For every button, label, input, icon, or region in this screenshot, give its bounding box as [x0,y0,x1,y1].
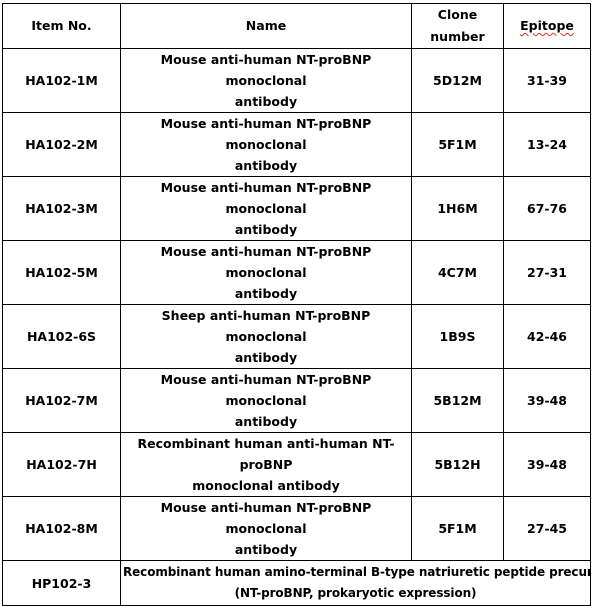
clone-number-cell: 1B9S [411,304,504,369]
name-line-1: Mouse anti-human NT-proBNP monoclonal [160,180,372,216]
name-line-2: antibody [234,222,298,237]
clone-number-cell: 4C7M [411,240,504,305]
item-no-cell: HA102-5M [2,240,121,305]
table-row: HA102-5M Mouse anti-human NT-proBNP mono… [2,240,591,305]
clone-number-cell: 5B12H [411,432,504,497]
table-row: HA102-7M Mouse anti-human NT-proBNP mono… [2,368,591,433]
name-cell: Mouse anti-human NT-proBNP monoclonal an… [120,240,412,305]
name-cell-spanning: Recombinant human amino-terminal B-type … [120,560,591,606]
name-line-1: Mouse anti-human NT-proBNP monoclonal [160,52,372,88]
table-row: HP102-3 Recombinant human amino-terminal… [2,560,591,606]
epitope-cell: 39-48 [503,432,591,497]
name-line-2: antibody [234,542,298,557]
name-line-1: Mouse anti-human NT-proBNP monoclonal [160,116,372,152]
clone-number-cell: 5F1M [411,496,504,561]
item-no-cell: HA102-6S [2,304,121,369]
table-row: HA102-8M Mouse anti-human NT-proBNP mono… [2,496,591,561]
clone-number-cell: 5B12M [411,368,504,433]
header-clone-number: Clone number [411,3,504,49]
item-no-cell: HA102-8M [2,496,121,561]
item-no-cell: HA102-7M [2,368,121,433]
name-line-2: antibody [234,350,298,365]
name-cell: Mouse anti-human NT-proBNP monoclonal an… [120,112,412,177]
name-line-2: antibody [234,158,298,173]
name-line-2: antibody [234,414,298,429]
name-line-2: antibody [234,286,298,301]
clone-number-cell: 1H6M [411,176,504,241]
name-line-1: Mouse anti-human NT-proBNP monoclonal [160,500,372,536]
name-cell: Mouse anti-human NT-proBNP monoclonal an… [120,368,412,433]
name-line-2: antibody [234,94,298,109]
table-row: HA102-7H Recombinant human anti-human NT… [2,432,591,497]
item-no-cell: HP102-3 [2,560,121,606]
name-cell: Recombinant human anti-human NT-proBNP m… [120,432,412,497]
name-cell: Mouse anti-human NT-proBNP monoclonal an… [120,496,412,561]
epitope-cell: 39-48 [503,368,591,433]
item-no-cell: HA102-7H [2,432,121,497]
header-epitope-label: Epitope [520,18,574,33]
epitope-cell: 13-24 [503,112,591,177]
epitope-cell: 27-31 [503,240,591,305]
clone-number-cell: 5D12M [411,48,504,113]
item-no-cell: HA102-1M [2,48,121,113]
table-row: HA102-2M Mouse anti-human NT-proBNP mono… [2,112,591,177]
epitope-cell: 31-39 [503,48,591,113]
name-line-1: Mouse anti-human NT-proBNP monoclonal [160,244,372,280]
table-row: HA102-1M Mouse anti-human NT-proBNP mono… [2,48,591,113]
product-table: Item No. Name Clone number Epitope HA102… [2,3,591,606]
name-cell: Sheep anti-human NT-proBNP monoclonal an… [120,304,412,369]
name-cell: Mouse anti-human NT-proBNP monoclonal an… [120,176,412,241]
name-line-1: Recombinant human amino-terminal B-type … [123,565,591,579]
name-line-1: Sheep anti-human NT-proBNP monoclonal [161,308,371,344]
name-line-1: Recombinant human anti-human NT-proBNP [137,436,395,472]
header-epitope: Epitope [503,3,591,49]
header-name: Name [120,3,412,49]
epitope-cell: 42-46 [503,304,591,369]
name-cell: Mouse anti-human NT-proBNP monoclonal an… [120,48,412,113]
name-line-1: Mouse anti-human NT-proBNP monoclonal [160,372,372,408]
table-row: HA102-6S Sheep anti-human NT-proBNP mono… [2,304,591,369]
item-no-cell: HA102-3M [2,176,121,241]
epitope-cell: 27-45 [503,496,591,561]
name-line-2: monoclonal antibody [192,478,340,493]
table-row: HA102-3M Mouse anti-human NT-proBNP mono… [2,176,591,241]
item-no-cell: HA102-2M [2,112,121,177]
document-page: Item No. Name Clone number Epitope HA102… [2,3,591,606]
name-line-2: (NT-proBNP, prokaryotic expression) [234,586,477,600]
epitope-cell: 67-76 [503,176,591,241]
header-row: Item No. Name Clone number Epitope [2,3,591,49]
header-item-no: Item No. [2,3,121,49]
clone-number-cell: 5F1M [411,112,504,177]
